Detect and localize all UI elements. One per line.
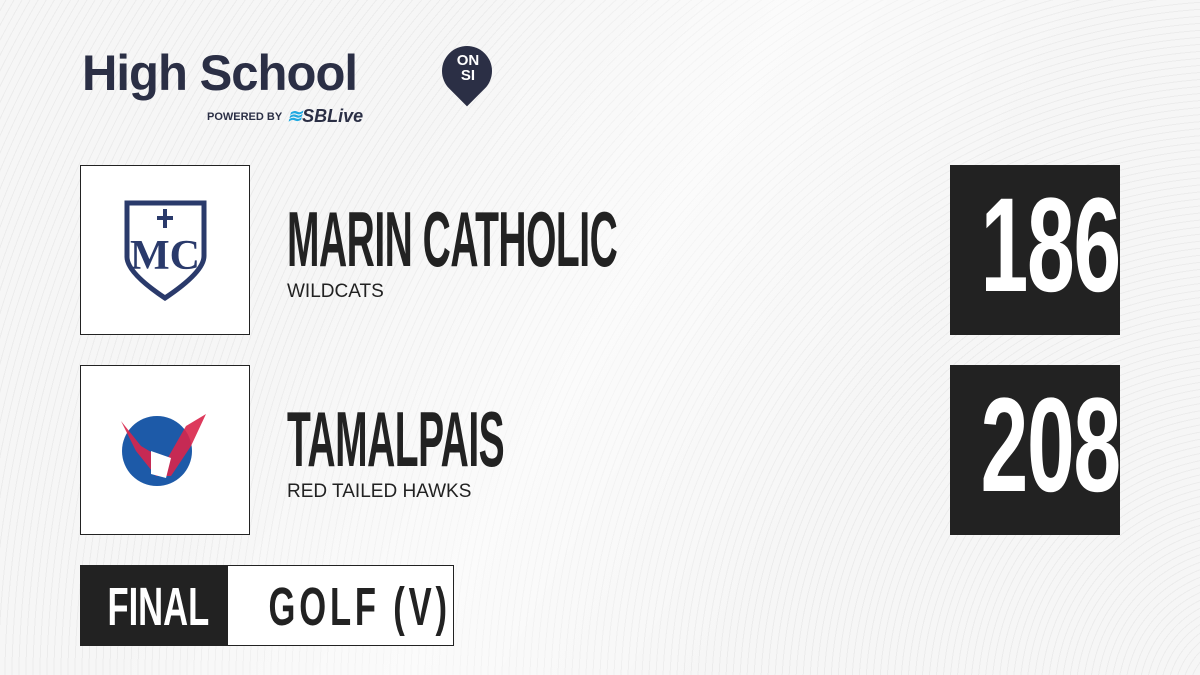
team-mascot: RED TAILED HAWKS	[287, 481, 472, 502]
team-name: TAMALPAIS	[287, 395, 505, 483]
team-mascot: WILDCATS	[287, 281, 384, 302]
team-score: 208	[950, 365, 1121, 535]
team-logo-tamalpais	[80, 365, 250, 535]
final-badge: FINAL	[81, 566, 228, 645]
svg-text:MC: MC	[130, 233, 200, 279]
team-logo-marin-catholic: MC	[80, 165, 250, 335]
sblive-logo: ≋SBLive	[287, 106, 364, 126]
sblive-mark-icon: ≋	[287, 106, 303, 126]
team-score: 186	[950, 165, 1121, 335]
pin-text: ON SI	[456, 52, 480, 84]
logo-title: High School	[82, 45, 358, 101]
mc-shield-icon: MC	[124, 200, 207, 302]
team-name: MARIN CATHOLIC	[287, 195, 618, 283]
hawk-logo-icon	[121, 414, 206, 486]
game-status-bar: FINAL GOLF (V)	[80, 565, 454, 646]
sport-label: GOLF (V)	[268, 577, 451, 637]
powered-by-label: POWERED BY	[207, 111, 283, 123]
